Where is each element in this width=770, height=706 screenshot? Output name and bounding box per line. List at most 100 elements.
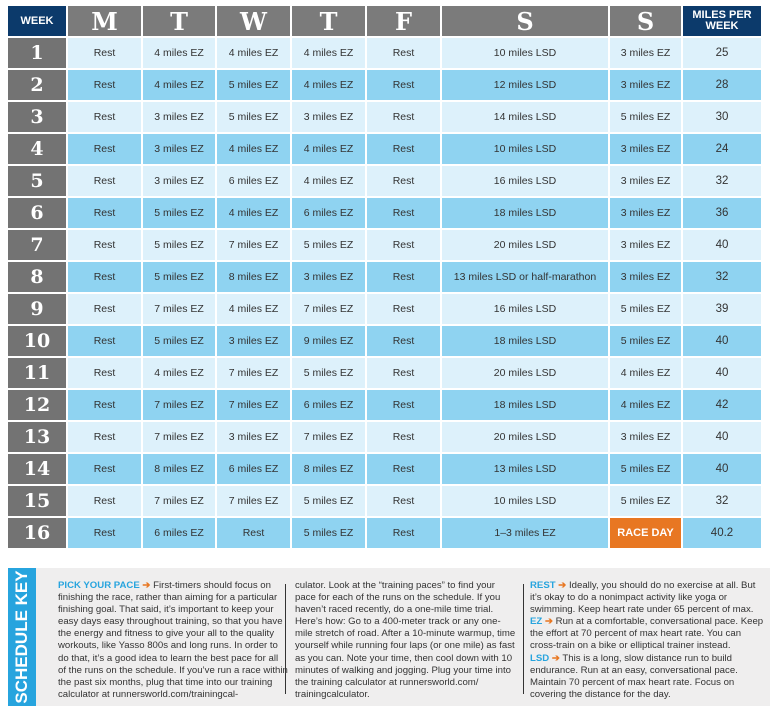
- cell-friday: Rest: [367, 390, 440, 420]
- cell-monday: Rest: [68, 518, 141, 548]
- cell-friday: Rest: [367, 102, 440, 132]
- cell-tuesday: 6 miles EZ: [143, 518, 215, 548]
- week-number: 15: [8, 486, 66, 516]
- cell-thursday: 5 miles EZ: [292, 486, 365, 516]
- cell-thursday: 4 miles EZ: [292, 70, 365, 100]
- cell-tuesday: 5 miles EZ: [143, 198, 215, 228]
- arrow-icon: ➔: [551, 652, 560, 664]
- miles-per-week: 30: [683, 102, 761, 132]
- cell-monday: Rest: [68, 166, 141, 196]
- cell-monday: Rest: [68, 326, 141, 356]
- pace-column-2: culator. Look at the “training paces” to…: [295, 580, 517, 701]
- cell-monday: Rest: [68, 102, 141, 132]
- cell-wednesday: 4 miles EZ: [217, 198, 290, 228]
- cell-saturday: 13 miles LSD: [442, 454, 608, 484]
- miles-per-week: 40.2: [683, 518, 761, 548]
- cell-thursday: 5 miles EZ: [292, 230, 365, 260]
- cell-thursday: 3 miles EZ: [292, 262, 365, 292]
- cell-tuesday: 7 miles EZ: [143, 390, 215, 420]
- lsd-text: This is a long, slow distance run to bui…: [530, 652, 738, 700]
- cell-monday: Rest: [68, 134, 141, 164]
- cell-sunday: 5 miles EZ: [610, 454, 681, 484]
- week-number: 7: [8, 230, 66, 260]
- cell-monday: Rest: [68, 38, 141, 68]
- cell-saturday: 1–3 miles EZ: [442, 518, 608, 548]
- miles-per-week: 40: [683, 358, 761, 388]
- week-number: 14: [8, 454, 66, 484]
- cell-tuesday: 5 miles EZ: [143, 262, 215, 292]
- arrow-icon: ➔: [558, 580, 567, 591]
- cell-sunday: 3 miles EZ: [610, 262, 681, 292]
- cell-thursday: 6 miles EZ: [292, 198, 365, 228]
- header-wednesday: W: [217, 6, 290, 36]
- cell-sunday: 5 miles EZ: [610, 102, 681, 132]
- miles-per-week: 42: [683, 390, 761, 420]
- cell-sunday: 5 miles EZ: [610, 326, 681, 356]
- cell-friday: Rest: [367, 294, 440, 324]
- miles-per-week: 40: [683, 326, 761, 356]
- cell-saturday: 16 miles LSD: [442, 294, 608, 324]
- cell-saturday: 18 miles LSD: [442, 390, 608, 420]
- cell-wednesday: 5 miles EZ: [217, 70, 290, 100]
- week-number: 1: [8, 38, 66, 68]
- cell-saturday: 18 miles LSD: [442, 198, 608, 228]
- miles-per-week: 24: [683, 134, 761, 164]
- cell-thursday: 8 miles EZ: [292, 454, 365, 484]
- miles-per-week: 32: [683, 262, 761, 292]
- cell-friday: Rest: [367, 198, 440, 228]
- week-number: 6: [8, 198, 66, 228]
- cell-saturday: 10 miles LSD: [442, 134, 608, 164]
- cell-sunday: 4 miles EZ: [610, 358, 681, 388]
- cell-wednesday: 3 miles EZ: [217, 326, 290, 356]
- cell-wednesday: 6 miles EZ: [217, 454, 290, 484]
- schedule-key: SCHEDULE KEY PICK YOUR PACE ➔ First-time…: [8, 568, 770, 706]
- cell-saturday: 12 miles LSD: [442, 70, 608, 100]
- cell-saturday: 13 miles LSD or half-marathon: [442, 262, 608, 292]
- cell-thursday: 9 miles EZ: [292, 326, 365, 356]
- miles-per-week: 40: [683, 422, 761, 452]
- cell-wednesday: 7 miles EZ: [217, 390, 290, 420]
- cell-friday: Rest: [367, 262, 440, 292]
- cell-tuesday: 7 miles EZ: [143, 294, 215, 324]
- cell-monday: Rest: [68, 486, 141, 516]
- cell-tuesday: 7 miles EZ: [143, 422, 215, 452]
- cell-wednesday: 4 miles EZ: [217, 294, 290, 324]
- week-number: 2: [8, 70, 66, 100]
- cell-wednesday: 3 miles EZ: [217, 422, 290, 452]
- cell-wednesday: 7 miles EZ: [217, 358, 290, 388]
- cell-monday: Rest: [68, 262, 141, 292]
- header-saturday: S: [442, 6, 608, 36]
- cell-wednesday: Rest: [217, 518, 290, 548]
- cell-friday: Rest: [367, 358, 440, 388]
- cell-friday: Rest: [367, 230, 440, 260]
- cell-friday: Rest: [367, 518, 440, 548]
- cell-tuesday: 3 miles EZ: [143, 166, 215, 196]
- cell-saturday: 16 miles LSD: [442, 166, 608, 196]
- cell-thursday: 6 miles EZ: [292, 390, 365, 420]
- ez-label: EZ: [530, 616, 543, 628]
- definitions-column: REST ➔ Ideally, you should do no exercis…: [530, 580, 768, 701]
- miles-per-week: 25: [683, 38, 761, 68]
- cell-sunday: 3 miles EZ: [610, 198, 681, 228]
- cell-wednesday: 6 miles EZ: [217, 166, 290, 196]
- cell-monday: Rest: [68, 294, 141, 324]
- week-number: 11: [8, 358, 66, 388]
- cell-sunday: 3 miles EZ: [610, 134, 681, 164]
- cell-wednesday: 5 miles EZ: [217, 102, 290, 132]
- miles-per-week: 40: [683, 230, 761, 260]
- week-number: 13: [8, 422, 66, 452]
- cell-thursday: 5 miles EZ: [292, 518, 365, 548]
- cell-wednesday: 8 miles EZ: [217, 262, 290, 292]
- cell-friday: Rest: [367, 326, 440, 356]
- cell-wednesday: 4 miles EZ: [217, 134, 290, 164]
- cell-friday: Rest: [367, 454, 440, 484]
- miles-per-week: 28: [683, 70, 761, 100]
- cell-saturday: 20 miles LSD: [442, 422, 608, 452]
- training-schedule-table: WEEK M T W T F S S MILES PER WEEK 1 Rest 4…: [8, 6, 761, 548]
- schedule-key-tab: SCHEDULE KEY: [8, 568, 36, 706]
- miles-per-week: 36: [683, 198, 761, 228]
- cell-saturday: 10 miles LSD: [442, 38, 608, 68]
- pace-label: PICK YOUR PACE: [58, 580, 140, 591]
- cell-thursday: 7 miles EZ: [292, 422, 365, 452]
- header-miles-per-week: MILES PER WEEK: [683, 6, 761, 36]
